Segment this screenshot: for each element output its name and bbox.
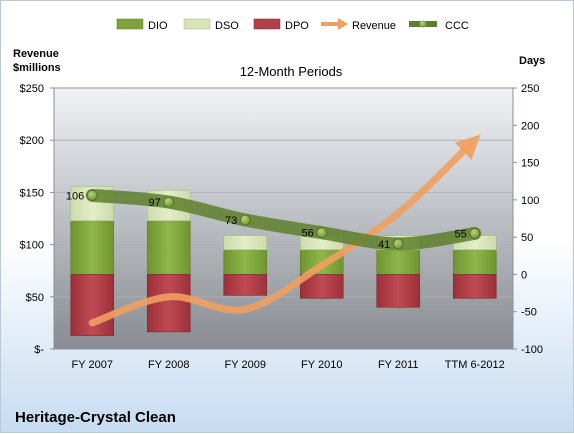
right-axis-tick-label: 100 xyxy=(521,195,539,207)
bar-dpo xyxy=(452,274,497,299)
left-axis-label-line1: Revenue xyxy=(13,48,59,60)
right-axis-label: Days xyxy=(519,55,545,67)
x-axis-tick-label: TTM 6-2012 xyxy=(445,359,505,371)
x-axis-tick-label: FY 2008 xyxy=(148,359,189,371)
left-axis-tick-label: $50 xyxy=(26,292,44,304)
right-axis-tick-label: 0 xyxy=(521,269,527,281)
right-axis-tick-label: 200 xyxy=(521,120,539,132)
legend: DIO DSO DPO Revenue CCC xyxy=(116,18,469,32)
revenue-arrowhead xyxy=(454,134,481,160)
revenue-line xyxy=(88,146,469,327)
legend-swatch-dso xyxy=(183,18,211,30)
right-axis-tick-label: 50 xyxy=(521,232,533,244)
legend-label-revenue: Revenue xyxy=(352,20,396,32)
left-axis-tick-label: $- xyxy=(34,344,44,356)
ccc-marker xyxy=(392,238,404,250)
right-axis-tick-label: -100 xyxy=(521,344,543,356)
bar-dio xyxy=(223,249,268,275)
bar-dpo xyxy=(70,274,115,336)
ccc-line xyxy=(85,188,482,251)
bar-dpo xyxy=(376,274,421,308)
ccc-marker xyxy=(86,189,98,201)
legend-swatch-dio xyxy=(116,18,144,30)
legend-marker-ccc xyxy=(419,20,427,28)
legend-label-ccc: CCC xyxy=(445,20,469,32)
legend-label-dio: DIO xyxy=(148,20,168,32)
x-axis-tick-label: FY 2007 xyxy=(72,359,113,371)
x-axis-tick-label: FY 2010 xyxy=(301,359,342,371)
bar-dso xyxy=(223,235,268,251)
ccc-data-label: 55 xyxy=(455,228,467,240)
ccc-data-label: 97 xyxy=(149,197,161,209)
left-axis-tick-label: $250 xyxy=(20,83,44,95)
left-axis-tick-label: $100 xyxy=(20,240,44,252)
chart-title: 12-Month Periods xyxy=(240,64,343,79)
ccc-data-label: 41 xyxy=(378,239,390,251)
bar-dpo xyxy=(223,274,268,296)
right-axis-tick-label: -50 xyxy=(521,307,537,319)
legend-label-dso: DSO xyxy=(215,20,239,32)
bar-dpo xyxy=(299,274,344,299)
bar-dio xyxy=(376,249,421,275)
ccc-data-label: 106 xyxy=(66,190,84,202)
ccc-marker xyxy=(316,227,328,239)
legend-arrowhead-revenue xyxy=(338,18,348,30)
right-axis-tick-label: 150 xyxy=(521,158,539,170)
x-axis-tick-label: FY 2009 xyxy=(225,359,266,371)
ccc-marker xyxy=(469,228,481,239)
ccc-marker xyxy=(239,214,251,226)
left-axis-tick-label: $200 xyxy=(20,135,44,147)
ccc-data-label: 73 xyxy=(225,215,237,227)
legend-swatch-dpo xyxy=(253,18,281,30)
x-axis-tick-label: FY 2011 xyxy=(378,359,419,371)
ccc-marker xyxy=(163,196,175,208)
company-name: Heritage-Crystal Clean xyxy=(15,409,176,426)
legend-label-dpo: DPO xyxy=(285,20,309,32)
right-axis-tick-label: 250 xyxy=(521,83,539,95)
bar-dio xyxy=(146,220,191,275)
ccc-data-label: 56 xyxy=(302,228,314,240)
bar-dio xyxy=(70,220,115,275)
left-axis-tick-label: $150 xyxy=(20,187,44,199)
left-axis-label-line2: $millions xyxy=(13,62,61,74)
bar-dio xyxy=(452,249,497,275)
